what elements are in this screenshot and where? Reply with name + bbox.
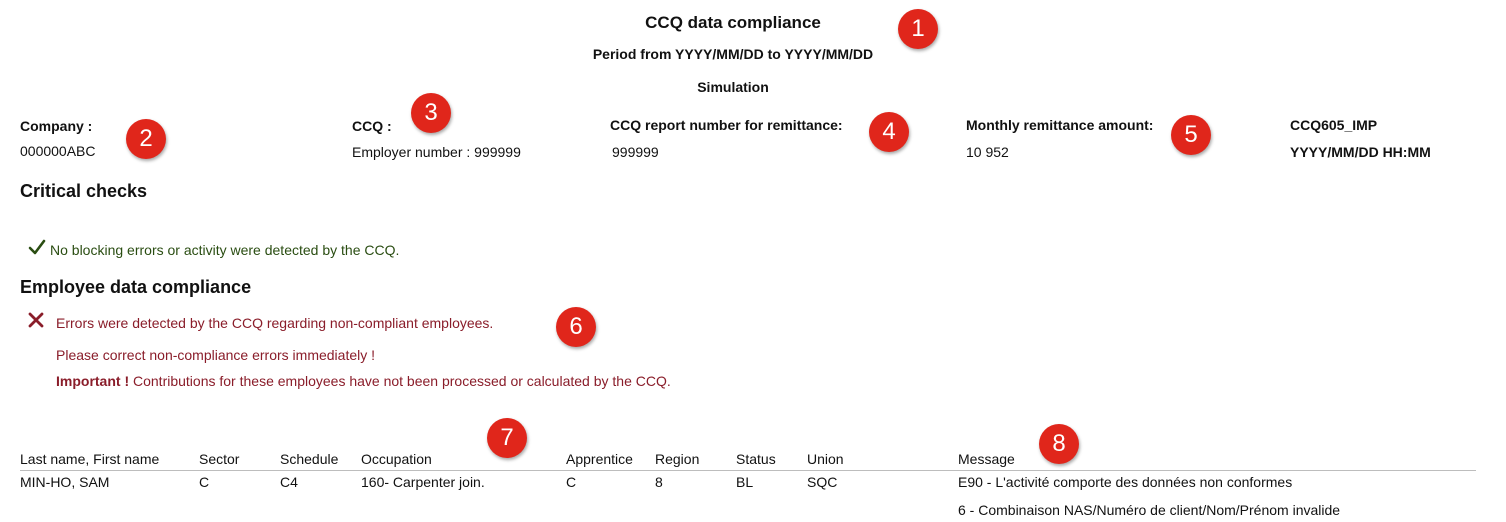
page-title: CCQ data compliance — [645, 13, 821, 32]
simulation-label: Simulation — [697, 79, 769, 95]
critical-status: No blocking errors or activity were dete… — [28, 239, 399, 258]
check-icon — [28, 239, 50, 258]
report-number-value: 999999 — [612, 144, 659, 160]
important-message: Contributions for these employees have n… — [129, 373, 671, 389]
column-header-status: Status — [736, 451, 776, 467]
important-note: Important ! Contributions for these empl… — [56, 373, 671, 389]
cell-occupation: 160- Carpenter join. — [361, 474, 485, 490]
table-header-divider — [20, 470, 1476, 471]
critical-checks-heading: Critical checks — [20, 181, 148, 201]
employee-error-message: Errors were detected by the CCQ regardin… — [56, 315, 494, 331]
correct-errors-message: Please correct non-compliance errors imm… — [56, 347, 376, 363]
callout-badge-5: 5 — [1171, 115, 1211, 155]
cell-union: SQC — [807, 474, 838, 490]
callout-badge-4: 4 — [869, 112, 909, 152]
x-icon — [28, 312, 56, 333]
column-header-union: Union — [807, 451, 844, 467]
column-header-apprentice: Apprentice — [566, 451, 633, 467]
cell-name: MIN-HO, SAM — [20, 474, 110, 490]
cell-sector: C — [199, 474, 210, 490]
important-label: Important ! — [56, 373, 130, 389]
cell-schedule: C4 — [280, 474, 298, 490]
cell-region: 8 — [655, 474, 663, 490]
callout-badge-1: 1 — [898, 9, 938, 49]
callout-badge-8: 8 — [1039, 424, 1079, 464]
period-range: Period from YYYY/MM/DD to YYYY/MM/DD — [592, 46, 874, 62]
column-header-message: Message — [958, 451, 1015, 467]
cell-message-2: 6 - Combinaison NAS/Numéro de client/Nom… — [958, 502, 1341, 518]
company-value: 000000ABC — [20, 143, 96, 159]
column-header-sector: Sector — [199, 451, 240, 467]
cell-apprentice: C — [566, 474, 577, 490]
report-code: CCQ605_IMP — [1290, 117, 1378, 133]
report-number-label: CCQ report number for remittance: — [610, 117, 843, 133]
callout-badge-3: 3 — [411, 93, 451, 133]
report-datetime: YYYY/MM/DD HH:MM — [1290, 144, 1431, 160]
employer-number: Employer number : 999999 — [352, 144, 521, 160]
critical-message: No blocking errors or activity were dete… — [50, 242, 400, 258]
ccq-label: CCQ : — [352, 118, 392, 134]
company-label: Company : — [20, 118, 93, 134]
column-header-region: Region — [655, 451, 700, 467]
column-header-schedule: Schedule — [280, 451, 339, 467]
callout-badge-7: 7 — [487, 418, 527, 458]
column-header-name: Last name, First name — [20, 451, 160, 467]
remittance-amount-label: Monthly remittance amount: — [966, 117, 1154, 133]
employee-error-status: Errors were detected by the CCQ regardin… — [28, 312, 493, 333]
remittance-amount-value: 10 952 — [966, 144, 1009, 160]
employee-compliance-heading: Employee data compliance — [20, 277, 252, 297]
cell-status: BL — [736, 474, 754, 490]
callout-badge-2: 2 — [126, 119, 166, 159]
column-header-occupation: Occupation — [361, 451, 432, 467]
cell-message-1: E90 - L'activité comporte des données no… — [958, 474, 1293, 490]
callout-badge-6: 6 — [556, 307, 596, 347]
